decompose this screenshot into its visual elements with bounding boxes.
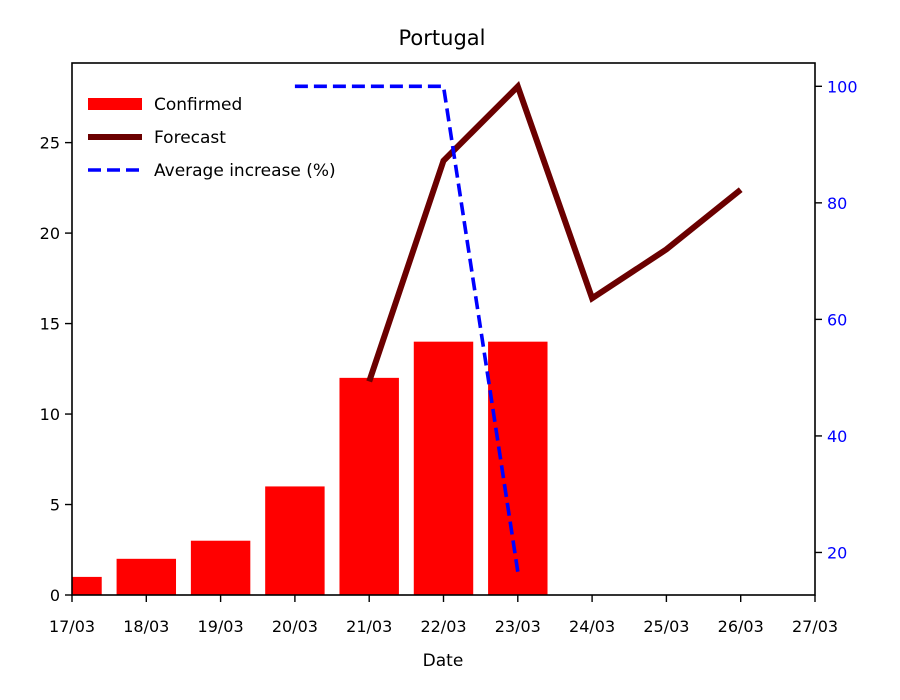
bar-confirmed-20-03	[265, 486, 325, 595]
bar-confirmed-23-03	[488, 341, 548, 595]
bar-confirmed-18-03	[116, 558, 177, 595]
y2-tick-label: 40	[827, 427, 847, 446]
legend-label: Confirmed	[154, 95, 242, 115]
legend-label: Average increase (%)	[154, 161, 336, 181]
chart-title: Portugal	[399, 26, 486, 50]
x-axis: 17/03 18/03 19/03 20/03 21/03 22/03 23/03 24/03…	[49, 595, 838, 636]
y-tick-label: 0	[50, 586, 60, 605]
bar-confirmed-17-03	[72, 576, 102, 595]
x-tick-label: 23/03	[495, 617, 541, 636]
y-tick-label: 5	[50, 496, 60, 515]
x-tick-label: 27/03	[792, 617, 838, 636]
legend-label: Forecast	[154, 128, 226, 148]
bars-layer	[72, 341, 548, 595]
y2-tick-label: 100	[827, 77, 858, 96]
x-tick-label: 25/03	[643, 617, 689, 636]
y-tick-label: 15	[40, 315, 60, 334]
y-tick-label: 10	[40, 405, 60, 424]
y2-tick-label: 20	[827, 543, 847, 562]
bar-confirmed-22-03	[413, 341, 474, 595]
y2-tick-label: 80	[827, 194, 847, 213]
x-axis-label: Date	[423, 651, 464, 671]
lines-layer	[294, 81, 743, 572]
x-tick-label: 21/03	[346, 617, 392, 636]
series-line-forecast	[366, 81, 743, 383]
x-tick-label: 18/03	[123, 617, 169, 636]
legend: Confirmed Forecast Average increase (%)	[88, 95, 336, 181]
x-tick-label: 19/03	[198, 617, 244, 636]
x-tick-label: 24/03	[569, 617, 615, 636]
y-axis-right: 20 40 60 80 100	[815, 77, 858, 562]
x-tick-label: 17/03	[49, 617, 95, 636]
bar-confirmed-19-03	[190, 540, 251, 595]
x-tick-label: 26/03	[718, 617, 764, 636]
y2-tick-label: 60	[827, 310, 847, 329]
x-tick-label: 22/03	[420, 617, 466, 636]
legend-swatch-confirmed	[88, 98, 142, 110]
bar-confirmed-21-03	[339, 377, 399, 595]
y-tick-label: 25	[40, 134, 60, 153]
y-axis-left: 0 5 10 15 20 25	[40, 134, 72, 605]
x-tick-label: 20/03	[272, 617, 318, 636]
y-tick-label: 20	[40, 224, 60, 243]
